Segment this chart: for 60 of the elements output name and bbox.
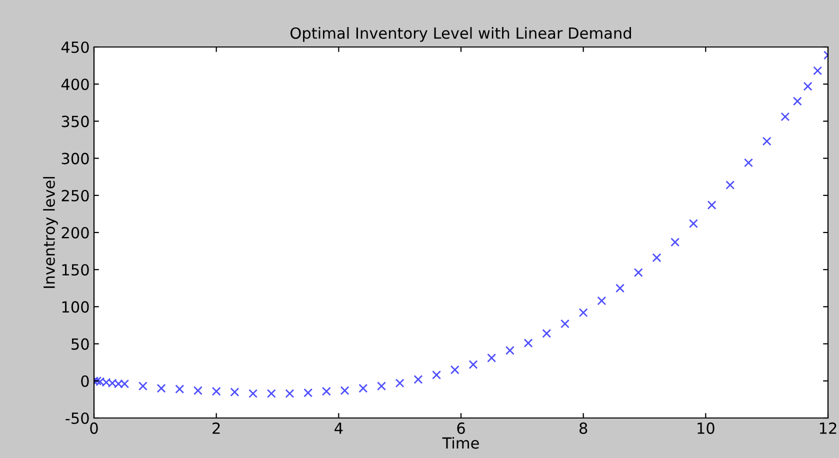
point [744, 158, 753, 168]
point [487, 353, 496, 362]
point [156, 384, 166, 393]
point [762, 136, 772, 146]
x-tick-label: 4 [334, 422, 343, 434]
y-tick-label: 150 [62, 264, 89, 276]
point [212, 386, 221, 396]
x-tick-label: 2 [212, 422, 220, 434]
y-tick-label: 200 [62, 226, 89, 239]
point [248, 389, 258, 398]
point [193, 386, 202, 396]
chart-title: Optimal Inventory Level with Linear Demand [290, 27, 631, 42]
point [813, 66, 822, 76]
point [304, 388, 313, 398]
point [560, 319, 570, 328]
x-axis-title: Time [442, 436, 479, 449]
y-tick-label: -50 [66, 412, 89, 424]
point [652, 253, 662, 262]
point [524, 338, 533, 348]
y-tick-label: 300 [62, 152, 89, 164]
point [432, 370, 442, 380]
y-tick-label: 350 [62, 116, 89, 128]
point [395, 378, 404, 388]
point [266, 389, 276, 398]
point [175, 384, 184, 394]
point [670, 238, 680, 247]
point [616, 284, 625, 293]
point [780, 112, 790, 122]
y-tick-label: 100 [62, 301, 89, 313]
point [726, 180, 735, 190]
point [688, 219, 698, 228]
point [450, 365, 460, 374]
point [468, 360, 478, 370]
point [634, 268, 643, 278]
point [230, 388, 240, 397]
y-tick-label: 450 [61, 41, 89, 54]
y-tick-label: 400 [61, 78, 89, 90]
x-tick-label: 6 [457, 422, 465, 434]
point [578, 308, 588, 318]
point [138, 382, 148, 391]
point [542, 328, 552, 338]
point [340, 386, 350, 396]
point [322, 386, 331, 396]
y-axis-title: Inventroy level [43, 177, 58, 288]
x-tick-label: 8 [580, 422, 588, 434]
y-tick-label: 250 [62, 190, 89, 202]
y-tick-label: 0 [81, 375, 89, 387]
point [792, 96, 802, 106]
point [376, 382, 386, 391]
point [803, 82, 812, 91]
point [505, 346, 514, 355]
point [597, 296, 606, 306]
point [707, 200, 716, 210]
point [358, 384, 368, 393]
x-tick-label: 12 [820, 422, 836, 434]
y-tick-label: 50 [72, 338, 89, 350]
point [285, 389, 294, 398]
point [414, 374, 423, 384]
x-tick-label: 10 [698, 422, 714, 434]
x-tick-label: 0 [90, 422, 98, 434]
